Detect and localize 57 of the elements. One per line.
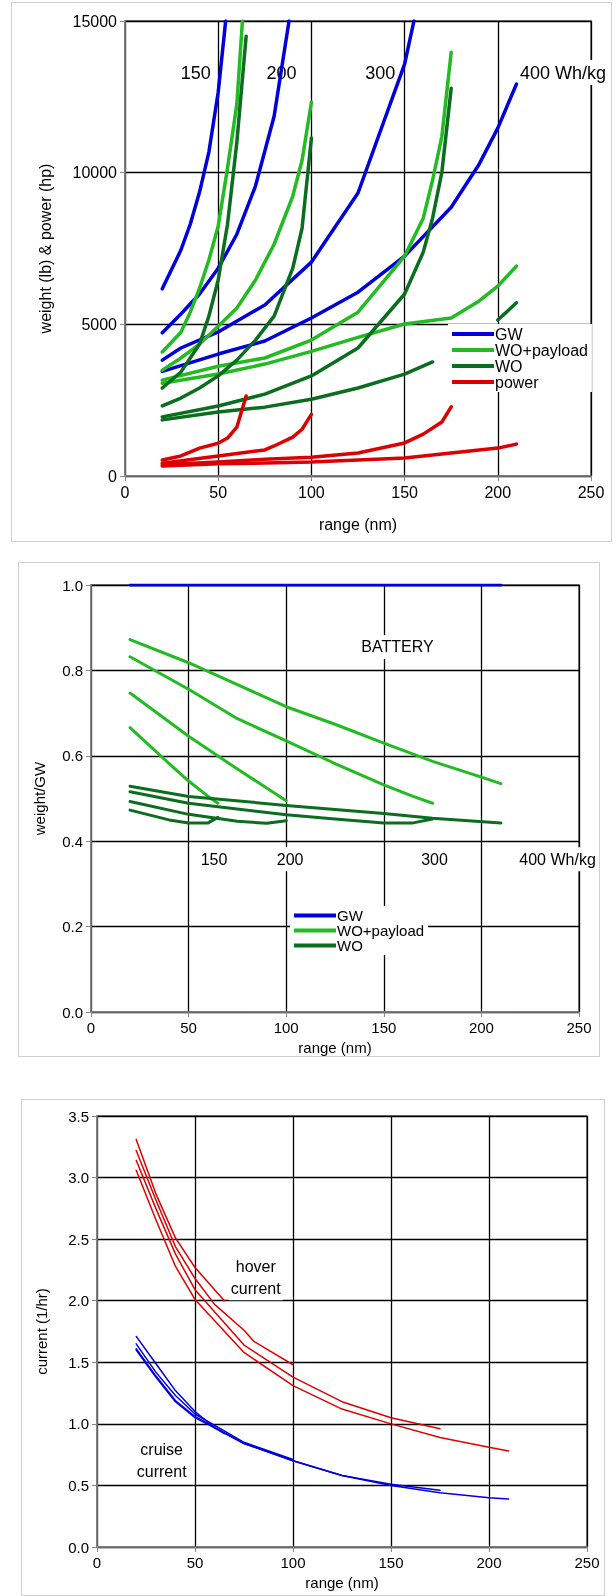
annotation: 400 Wh/kg [519, 850, 596, 868]
x-tick-label: 250 [574, 1554, 600, 1571]
y-tick-label: 0.2 [62, 918, 83, 936]
y-tick-label: 0.6 [62, 747, 83, 765]
x-tick-label: 200 [476, 1554, 502, 1571]
annotation: cruise current [136, 1441, 188, 1481]
y-tick-label: 3.5 [68, 1107, 89, 1125]
annotation: hover current [230, 1257, 282, 1297]
annotation: 400 Wh/kg [520, 62, 607, 83]
x-tick-label: 200 [468, 1019, 494, 1037]
legend-label: GW [337, 907, 364, 924]
x-tick-label: 50 [180, 1019, 197, 1037]
annotation: 300 [365, 62, 396, 83]
y-tick-label: 0.5 [68, 1476, 89, 1494]
y-tick-label: 10000 [72, 164, 118, 182]
annotation: BATTERY [361, 638, 434, 656]
y-tick-label: 5000 [81, 315, 118, 333]
y-tick-label: 1.0 [62, 576, 83, 594]
y-tick-label: 0.0 [68, 1538, 89, 1556]
y-tick-label: 0.4 [62, 832, 83, 850]
x-tick-label: 0 [120, 483, 130, 501]
y-tick-label: 15000 [72, 12, 118, 30]
x-tick-label: 50 [186, 1554, 204, 1571]
y-tick-label: 2.0 [68, 1292, 89, 1310]
x-tick-label: 150 [371, 1019, 397, 1037]
y-axis-title: current (1/hr) [33, 1288, 50, 1375]
legend-label: WO+payload [495, 341, 588, 359]
annotation: 150 [200, 850, 228, 868]
y-axis-title: weight/GW [31, 761, 48, 837]
annotation: 150 [180, 62, 211, 83]
x-axis-title: range (nm) [298, 1039, 372, 1056]
y-tick-label: 1.5 [68, 1353, 89, 1371]
x-tick-label: 250 [577, 483, 605, 501]
y-tick-label: 1.0 [68, 1415, 89, 1433]
annotation: 200 [276, 850, 304, 868]
x-axis-title: range (nm) [305, 1573, 379, 1591]
y-tick-label: 0 [108, 467, 118, 485]
legend-label: WO [337, 937, 363, 954]
x-tick-label: 50 [209, 483, 228, 501]
legend-label: power [495, 373, 540, 391]
x-tick-label: 100 [273, 1019, 299, 1037]
x-tick-label: 250 [566, 1019, 592, 1037]
x-tick-label: 100 [298, 483, 325, 501]
legend-label: WO+payload [337, 922, 425, 939]
x-tick-label: 150 [378, 1554, 404, 1571]
x-tick-label: 150 [391, 483, 419, 501]
y-tick-label: 2.5 [68, 1230, 89, 1248]
y-tick-label: 3.0 [68, 1169, 89, 1187]
x-tick-label: 100 [280, 1554, 306, 1571]
y-tick-label: 0.8 [62, 661, 83, 679]
x-axis-title: range (nm) [318, 515, 398, 533]
x-tick-label: 200 [484, 483, 512, 501]
y-axis-title: weight (lb) & power (hp) [36, 163, 54, 335]
y-tick-label: 0.0 [62, 1003, 83, 1021]
legend-label: GW [495, 325, 524, 343]
annotation: 300 [421, 850, 448, 868]
legend-label: WO [495, 357, 523, 375]
